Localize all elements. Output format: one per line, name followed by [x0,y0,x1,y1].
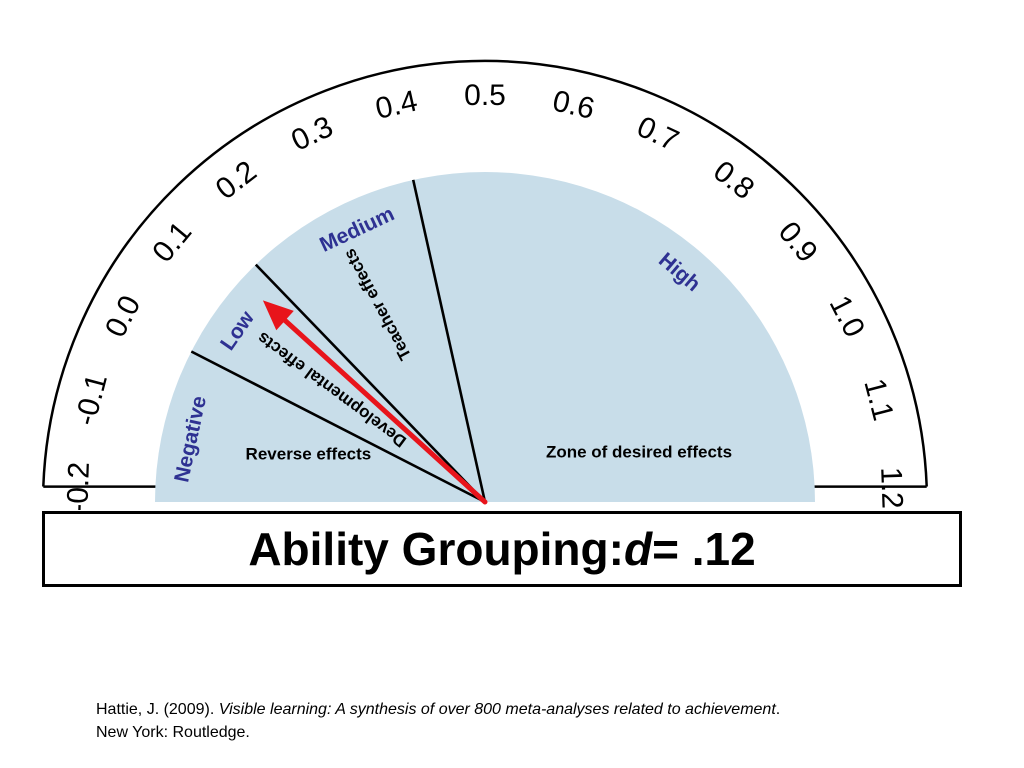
tick-label: 1.0 [823,290,871,342]
title-suffix: = .12 [652,523,756,575]
tick-label: 0.4 [372,85,420,126]
zone-divider-2 [254,263,486,503]
effect-size-barometer: -0.2 -0.1 0.0 0.10.2 0.3 0.4 0.5 0.6 0.7 0.80.9 1.… [42,59,928,510]
tick-label: 0.7 [632,110,684,158]
tick-label: 1.1 [857,375,899,424]
tick-label: 0.0 [99,290,147,342]
citation-publisher: New York: Routledge. [96,724,250,741]
zone-dividers [190,179,487,504]
title-symbol-d: d [623,523,653,575]
gauge-outer-arc [42,59,928,487]
needle [262,300,488,505]
citation-text: Hattie, J. (2009). [96,701,219,718]
zone-label-reverse-effects: Reverse effects [246,444,372,463]
needle-head [262,300,294,331]
zone-label-zone-of-desired-effects: Zone of desired effects [546,442,732,461]
chart-title: Ability Grouping: d = .12 [42,511,962,587]
citation-title: Visible learning: A synthesis of over 80… [218,701,776,718]
tick-label: 0.3 [286,110,338,158]
tick-label: 0.5 [464,79,506,112]
tick-label: 1.2 [874,466,908,509]
tick-label: 0.2 [210,155,263,207]
tick-label: -0.2 [61,461,96,510]
title-prefix: Ability Grouping: [248,523,624,575]
zone-divider-1 [190,350,486,504]
zone-fill-area [155,172,815,502]
zone-divider-3 [411,179,487,503]
citation-end: . [775,701,781,718]
tick-label: 0.9 [772,216,824,269]
tick-label: 0.8 [707,155,760,207]
tick-label: 0.6 [550,85,598,126]
citation: Hattie, J. (2009). Visible learning: A s… [96,698,976,744]
needle-shaft [282,318,488,505]
tick-label: -0.1 [69,371,114,429]
tick-label: 0.1 [146,216,198,269]
